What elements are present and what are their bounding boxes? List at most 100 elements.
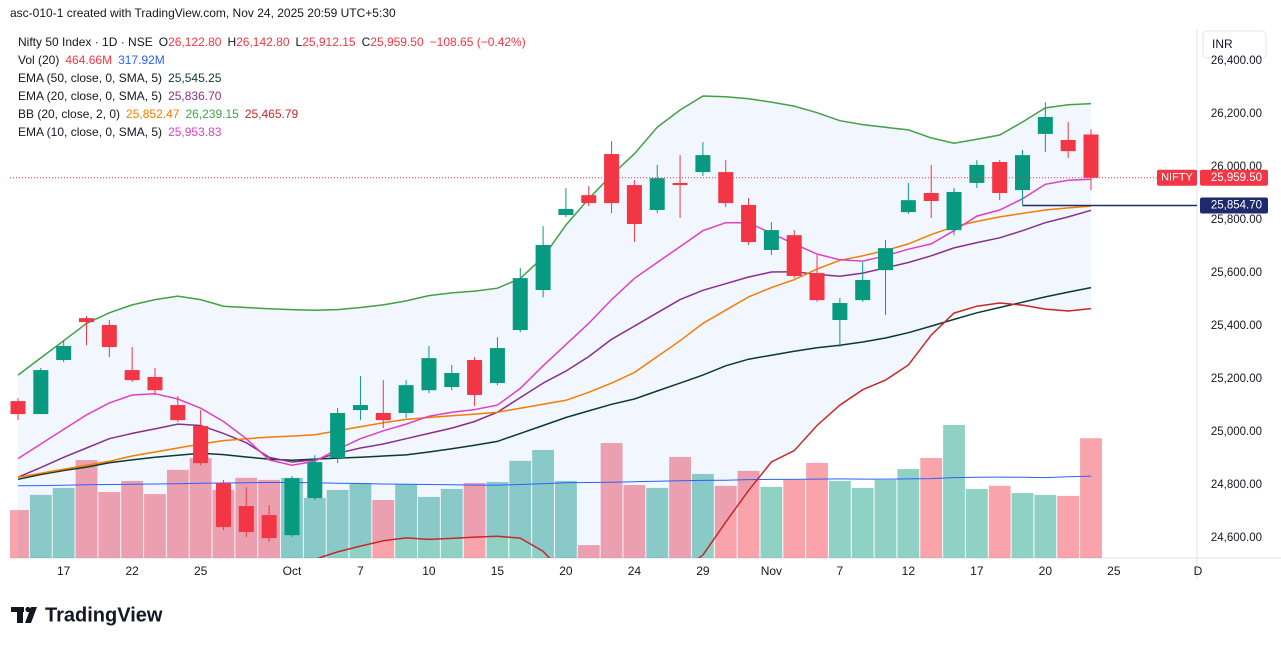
indicator-value: 464.66M <box>65 53 113 67</box>
candle-body <box>581 195 597 204</box>
volume-bar <box>1034 494 1057 558</box>
candle-body <box>193 426 209 464</box>
plot-area <box>10 95 1102 558</box>
candle-body <box>786 235 802 276</box>
volume-bar <box>623 485 646 558</box>
candle-body <box>170 405 186 421</box>
indicator-value: 25,953.83 <box>168 125 222 139</box>
candle-body <box>215 482 231 527</box>
volume-bar <box>1011 493 1034 558</box>
candle-body <box>284 478 300 536</box>
ohlc-key: C <box>361 35 371 49</box>
volume-bar <box>1057 495 1080 558</box>
x-tick-label: 25 <box>1107 564 1121 578</box>
volume-ma-line <box>17 475 1092 487</box>
candle-body <box>261 515 277 539</box>
volume-bar <box>828 480 851 558</box>
price-tag-name: NIFTY <box>1161 172 1193 184</box>
volume-bar <box>326 489 349 558</box>
legend-row: BB (20, close, 2, 0) 25,852.47 26,239.15 25… <box>18 105 532 123</box>
symbol-title: Nifty 50 Index · 1D · NSE <box>18 35 153 49</box>
candle-body <box>763 230 779 250</box>
candle-body <box>695 155 711 173</box>
legend: Nifty 50 Index · 1D · NSE O26,122.80 H26,1… <box>18 33 532 141</box>
x-tick-label: Nov <box>761 564 782 578</box>
candle-body <box>512 278 528 331</box>
candle-body <box>1037 116 1053 134</box>
indicator-name: EMA (20, close, 0, SMA, 5) <box>18 89 163 103</box>
volume-bar <box>783 479 806 558</box>
x-tick-label: 10 <box>422 564 436 578</box>
candle-body <box>444 372 460 388</box>
candle-body <box>10 401 26 415</box>
candle-body <box>352 405 368 411</box>
price-tag <box>1200 197 1268 214</box>
volume-bar <box>669 456 691 558</box>
volume-bar <box>532 450 554 558</box>
volume-bar <box>965 488 988 558</box>
ohlc-key: L <box>295 35 303 49</box>
x-tick-label: 25 <box>194 564 208 578</box>
header: asc-010-1 created with TradingView.com, … <box>10 6 396 20</box>
volume-bar <box>646 487 669 558</box>
y-tick-label: 25,200.00 <box>1211 373 1262 385</box>
volume-bar <box>988 485 1011 558</box>
x-tick-label: 17 <box>970 564 984 578</box>
legend-row: Nifty 50 Index · 1D · NSE O26,122.80 H26,1… <box>18 33 532 51</box>
volume-bar <box>418 496 440 558</box>
currency[interactable]: INR <box>1212 37 1233 51</box>
volume-bar <box>691 473 714 558</box>
candle-body <box>489 348 505 384</box>
volume-bar <box>303 497 326 558</box>
volume-bar <box>555 480 577 558</box>
indicator-line <box>17 209 1092 478</box>
x-tick-label: 20 <box>1039 564 1053 578</box>
x-tick-label: 7 <box>357 564 364 578</box>
volume-bar <box>52 487 75 558</box>
volume-bar <box>897 469 920 558</box>
indicator-name: BB (20, close, 2, 0) <box>18 107 121 121</box>
legend-row: Vol (20) 464.66M 317.92M <box>18 51 532 69</box>
candle-body <box>604 154 620 204</box>
volume-bar <box>920 457 943 558</box>
volume-bar <box>851 487 874 558</box>
x-tick-label: 15 <box>491 564 505 578</box>
x-tick-label: 17 <box>57 564 71 578</box>
candle-body <box>33 370 49 415</box>
candle-body <box>718 172 734 204</box>
volume-bar <box>98 492 121 558</box>
legend-row: EMA (20, close, 0, SMA, 5) 25,836.70 <box>18 87 532 105</box>
candle-body <box>946 191 962 231</box>
indicator-value: 25,852.47 <box>126 107 180 121</box>
y-tick-label: 25,400.00 <box>1211 320 1262 332</box>
x-tick-label: 7 <box>837 564 844 578</box>
candle-body <box>421 358 437 391</box>
volume-bar <box>1080 438 1102 558</box>
candle-body <box>535 244 551 291</box>
currency-box[interactable] <box>1202 30 1267 59</box>
candle-body <box>992 162 1008 194</box>
indicator-line <box>17 178 1092 466</box>
candle-body <box>878 248 894 271</box>
candle-body <box>855 279 871 301</box>
volume-bar <box>10 510 29 558</box>
candle-body <box>969 164 985 183</box>
legend-row: EMA (10, close, 0, SMA, 5) 25,953.83 <box>18 123 532 141</box>
ohlc-key: O <box>158 35 169 49</box>
candle-body <box>330 413 346 459</box>
y-tick-label: 26,400.00 <box>1211 55 1262 67</box>
volume-bar <box>349 482 372 558</box>
candle-body <box>558 208 574 216</box>
x-tick-label: D <box>1194 564 1203 578</box>
ohlc-value: 26,122.80 <box>168 35 222 49</box>
candle-body <box>307 462 323 499</box>
candle-body <box>649 178 665 210</box>
indicator-value: 25,545.25 <box>168 71 222 85</box>
indicator-name: Vol (20) <box>18 53 60 67</box>
candle-body <box>923 193 939 201</box>
y-tick-label: 24,800.00 <box>1211 479 1262 491</box>
band-fill <box>18 96 1091 558</box>
x-tick-label: 24 <box>628 564 642 578</box>
indicator-line <box>17 95 1092 376</box>
